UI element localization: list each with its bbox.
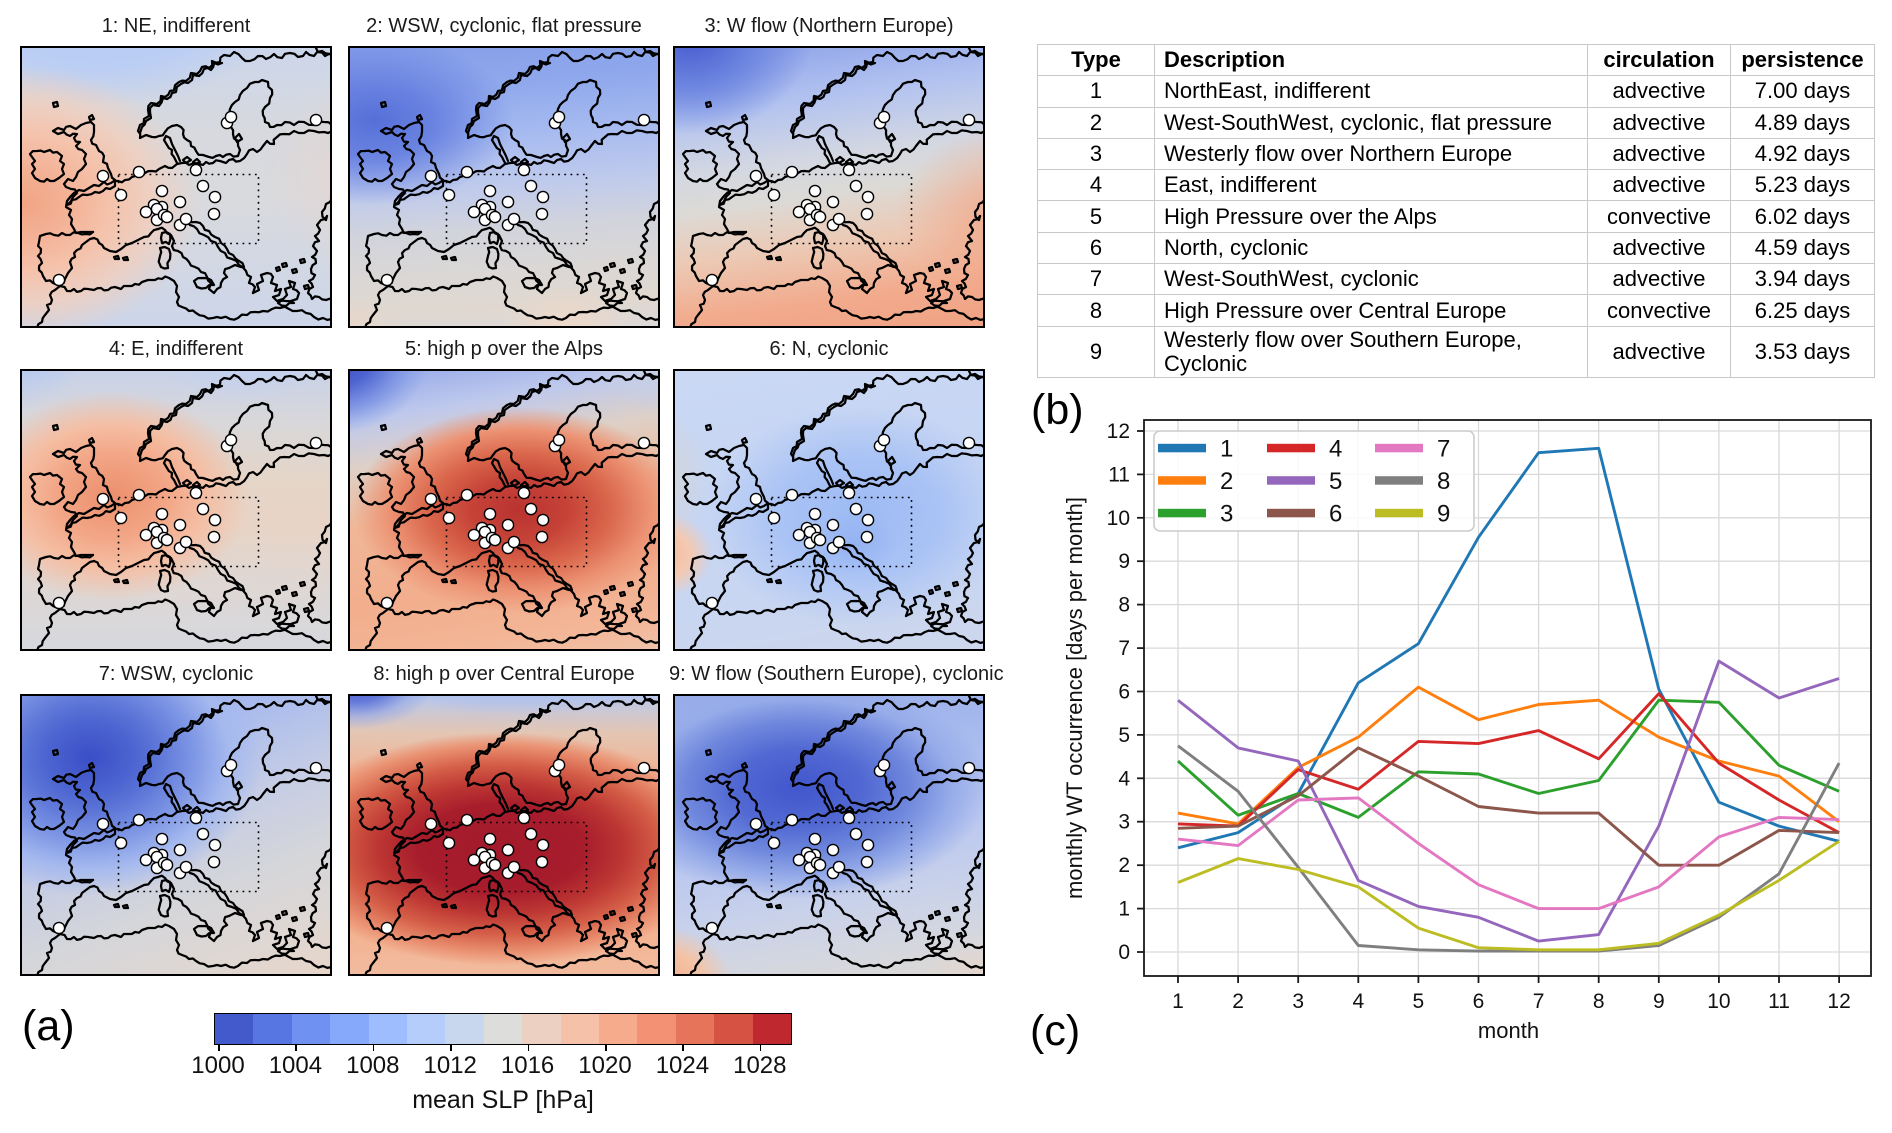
svg-text:7: 7 — [1118, 637, 1130, 660]
svg-text:4: 4 — [1118, 767, 1130, 790]
svg-text:6: 6 — [1329, 501, 1342, 528]
svg-text:2: 2 — [1220, 468, 1233, 495]
svg-text:5: 5 — [1329, 468, 1342, 495]
svg-text:2: 2 — [1232, 990, 1244, 1013]
svg-text:10: 10 — [1707, 990, 1730, 1013]
svg-text:3: 3 — [1220, 501, 1233, 528]
svg-text:3: 3 — [1292, 990, 1304, 1013]
svg-text:8: 8 — [1593, 990, 1605, 1013]
svg-text:6: 6 — [1473, 990, 1485, 1013]
svg-text:monthly WT occurrence [days pe: monthly WT occurrence [days per month] — [1062, 497, 1087, 899]
svg-text:8: 8 — [1437, 468, 1450, 495]
svg-text:1: 1 — [1118, 898, 1130, 921]
svg-text:10: 10 — [1107, 507, 1130, 530]
svg-text:0: 0 — [1118, 941, 1130, 964]
svg-text:9: 9 — [1653, 990, 1665, 1013]
svg-text:12: 12 — [1827, 990, 1850, 1013]
svg-text:6: 6 — [1118, 681, 1130, 704]
svg-text:month: month — [1478, 1018, 1539, 1043]
svg-text:4: 4 — [1329, 436, 1342, 463]
svg-text:11: 11 — [1768, 990, 1790, 1013]
svg-text:5: 5 — [1118, 724, 1130, 747]
svg-text:7: 7 — [1533, 990, 1545, 1013]
svg-text:11: 11 — [1108, 463, 1130, 486]
svg-text:1: 1 — [1220, 436, 1233, 463]
svg-text:5: 5 — [1413, 990, 1425, 1013]
svg-text:12: 12 — [1107, 420, 1130, 443]
svg-text:9: 9 — [1437, 501, 1450, 528]
svg-text:7: 7 — [1437, 436, 1450, 463]
svg-text:2: 2 — [1118, 854, 1130, 877]
svg-text:1: 1 — [1172, 990, 1184, 1013]
svg-text:4: 4 — [1352, 990, 1364, 1013]
svg-text:3: 3 — [1118, 811, 1130, 834]
svg-text:9: 9 — [1118, 550, 1130, 573]
svg-text:8: 8 — [1118, 594, 1130, 617]
